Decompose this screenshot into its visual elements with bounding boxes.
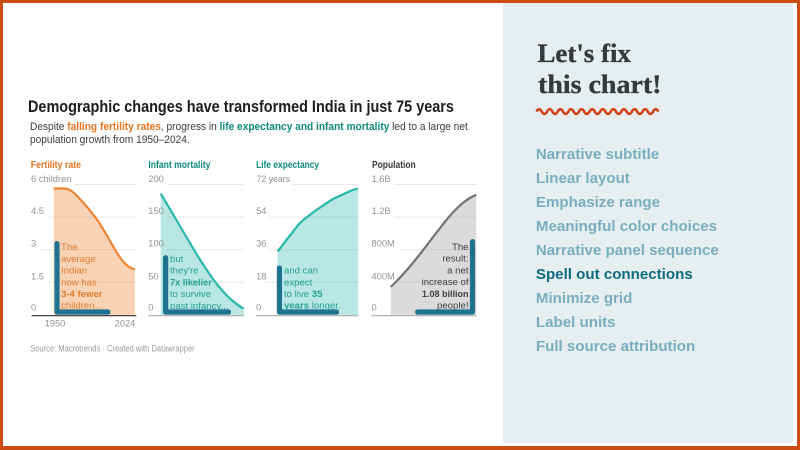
svg-text:72 years: 72 years [257, 174, 291, 184]
svg-text:100: 100 [148, 239, 164, 249]
svg-text:6 children: 6 children [31, 174, 72, 184]
svg-text:1.2B: 1.2B [372, 206, 391, 216]
svg-text:0: 0 [256, 303, 261, 313]
svg-text:Source: Macrotrends · Created: Source: Macrotrends · Created with Dataw… [30, 344, 195, 354]
svg-text:400M: 400M [372, 271, 395, 281]
svg-text:18: 18 [256, 271, 266, 281]
svg-text:Life expectancy: Life expectancy [256, 160, 319, 171]
svg-text:1.5: 1.5 [31, 271, 44, 281]
svg-text:54: 54 [256, 206, 266, 216]
svg-text:200: 200 [148, 174, 164, 184]
svg-text:4.5: 4.5 [31, 206, 44, 216]
svg-text:800M: 800M [372, 239, 395, 249]
svg-text:0: 0 [31, 303, 36, 313]
svg-text:3: 3 [31, 239, 36, 249]
svg-text:0: 0 [372, 303, 377, 313]
svg-text:0: 0 [148, 303, 153, 313]
svg-text:1950: 1950 [45, 318, 66, 328]
svg-text:Fertility rate: Fertility rate [31, 160, 82, 171]
svg-text:150: 150 [148, 206, 164, 216]
svg-text:50: 50 [148, 271, 158, 281]
svg-text:Population: Population [372, 160, 416, 171]
svg-text:1.6B: 1.6B [372, 174, 391, 184]
svg-text:2024: 2024 [115, 318, 136, 328]
svg-text:Infant mortality: Infant mortality [148, 160, 210, 171]
svg-text:36: 36 [256, 239, 266, 249]
